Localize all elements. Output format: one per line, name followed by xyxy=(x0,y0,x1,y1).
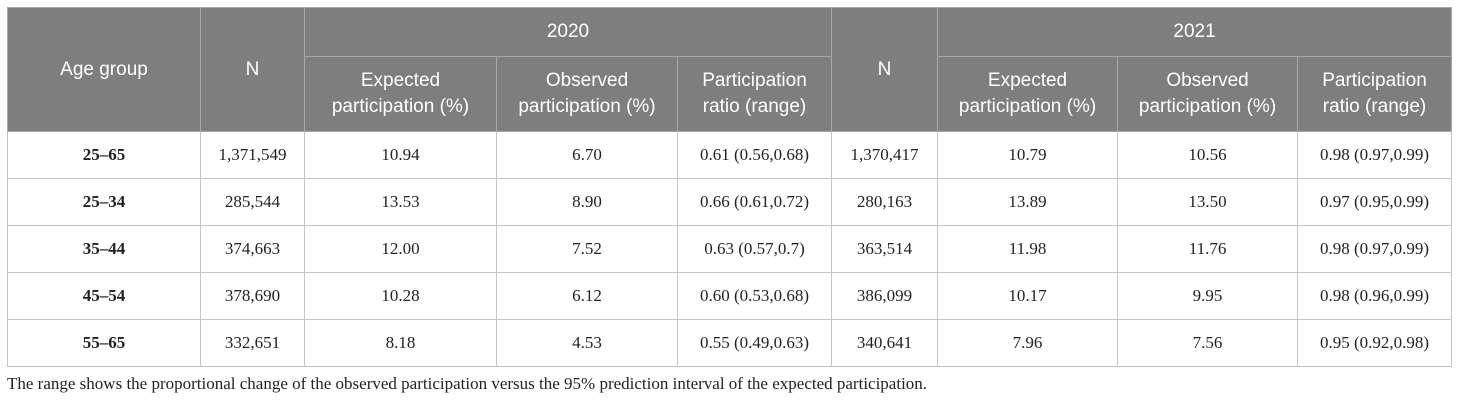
cell-n-2021: 386,099 xyxy=(831,272,939,320)
participation-table: Age group N 2020 N 2021 Expected partici… xyxy=(7,7,1453,367)
cell-n-2021: 340,641 xyxy=(831,319,939,367)
cell-expected-2021: 11.98 xyxy=(937,225,1119,273)
cell-expected-2021: 10.17 xyxy=(937,272,1119,320)
header-expected-2021: Expected participation (%) xyxy=(937,56,1119,132)
cell-ratio-2021: 0.95 (0.92,0.98) xyxy=(1297,319,1453,367)
cell-observed-2020: 6.12 xyxy=(496,272,678,320)
table-row: 35–44 374,663 12.00 7.52 0.63 (0.57,0.7) 363,… xyxy=(7,225,1453,273)
header-year-2020: 2020 xyxy=(303,7,833,57)
header-age-group: Age group xyxy=(7,7,201,132)
cell-n-2021: 363,514 xyxy=(831,225,939,273)
cell-n-2020: 378,690 xyxy=(200,272,305,320)
header-ratio-2021: Participation ratio (range) xyxy=(1297,56,1453,132)
table-footnote: The range shows the proportional change … xyxy=(7,374,928,393)
cell-n-2021: 1,370,417 xyxy=(831,131,939,179)
cell-observed-2021: 7.56 xyxy=(1117,319,1299,367)
header-row-measures: Expected participation (%) Observed part… xyxy=(8,56,1453,132)
table-header: Age group N 2020 N 2021 Expected partici… xyxy=(7,7,1453,132)
header-n-2020: N xyxy=(200,7,305,132)
cell-ratio-2021: 0.97 (0.95,0.99) xyxy=(1297,178,1453,226)
cell-n-2021: 280,163 xyxy=(831,178,939,226)
cell-ratio-2020: 0.55 (0.49,0.63) xyxy=(676,319,833,367)
cell-n-2020: 374,663 xyxy=(200,225,305,273)
cell-observed-2021: 11.76 xyxy=(1117,225,1299,273)
header-observed-2021: Observed participation (%) xyxy=(1117,56,1299,132)
cell-age-group: 25–65 xyxy=(7,131,201,179)
table-row: 55–65 332,651 8.18 4.53 0.55 (0.49,0.63) 340,… xyxy=(7,319,1453,367)
header-expected-2020: Expected participation (%) xyxy=(304,56,497,132)
table-row: 25–34 285,544 13.53 8.90 0.66 (0.61,0.72) 280… xyxy=(7,178,1453,226)
cell-expected-2020: 10.94 xyxy=(304,131,497,179)
cell-age-group: 45–54 xyxy=(7,272,201,320)
table-row: 45–54 378,690 10.28 6.12 0.60 (0.53,0.68) 386… xyxy=(7,272,1453,320)
cell-ratio-2020: 0.66 (0.61,0.72) xyxy=(676,178,833,226)
table-row: 25–65 1,371,549 10.94 6.70 0.61 (0.56,0.68) 1… xyxy=(7,131,1453,179)
cell-age-group: 35–44 xyxy=(7,225,201,273)
header-year-2021: 2021 xyxy=(937,7,1453,57)
cell-observed-2020: 4.53 xyxy=(496,319,678,367)
cell-n-2020: 285,544 xyxy=(200,178,305,226)
cell-ratio-2021: 0.98 (0.97,0.99) xyxy=(1297,225,1453,273)
cell-observed-2020: 6.70 xyxy=(496,131,678,179)
cell-observed-2020: 7.52 xyxy=(496,225,678,273)
header-n-2021: N xyxy=(831,7,939,132)
table-body: 25–65 1,371,549 10.94 6.70 0.61 (0.56,0.68) 1… xyxy=(7,131,1453,367)
header-observed-2020: Observed participation (%) xyxy=(496,56,678,132)
cell-expected-2020: 12.00 xyxy=(304,225,497,273)
cell-expected-2021: 13.89 xyxy=(937,178,1119,226)
cell-expected-2020: 13.53 xyxy=(304,178,497,226)
cell-ratio-2020: 0.60 (0.53,0.68) xyxy=(676,272,833,320)
cell-n-2020: 1,371,549 xyxy=(200,131,305,179)
cell-ratio-2021: 0.98 (0.96,0.99) xyxy=(1297,272,1453,320)
cell-ratio-2020: 0.63 (0.57,0.7) xyxy=(676,225,833,273)
cell-expected-2020: 10.28 xyxy=(304,272,497,320)
cell-ratio-2020: 0.61 (0.56,0.68) xyxy=(676,131,833,179)
table-container: Age group N 2020 N 2021 Expected partici… xyxy=(7,7,1453,367)
cell-observed-2021: 13.50 xyxy=(1117,178,1299,226)
cell-expected-2021: 10.79 xyxy=(937,131,1119,179)
cell-observed-2020: 8.90 xyxy=(496,178,678,226)
cell-expected-2020: 8.18 xyxy=(304,319,497,367)
cell-age-group: 55–65 xyxy=(7,319,201,367)
header-row-years: Age group N 2020 N 2021 xyxy=(7,7,1453,132)
cell-expected-2021: 7.96 xyxy=(937,319,1119,367)
header-ratio-2020: Participation ratio (range) xyxy=(676,56,833,132)
cell-n-2020: 332,651 xyxy=(200,319,305,367)
cell-ratio-2021: 0.98 (0.97,0.99) xyxy=(1297,131,1453,179)
cell-observed-2021: 10.56 xyxy=(1117,131,1299,179)
cell-age-group: 25–34 xyxy=(7,178,201,226)
cell-observed-2021: 9.95 xyxy=(1117,272,1299,320)
